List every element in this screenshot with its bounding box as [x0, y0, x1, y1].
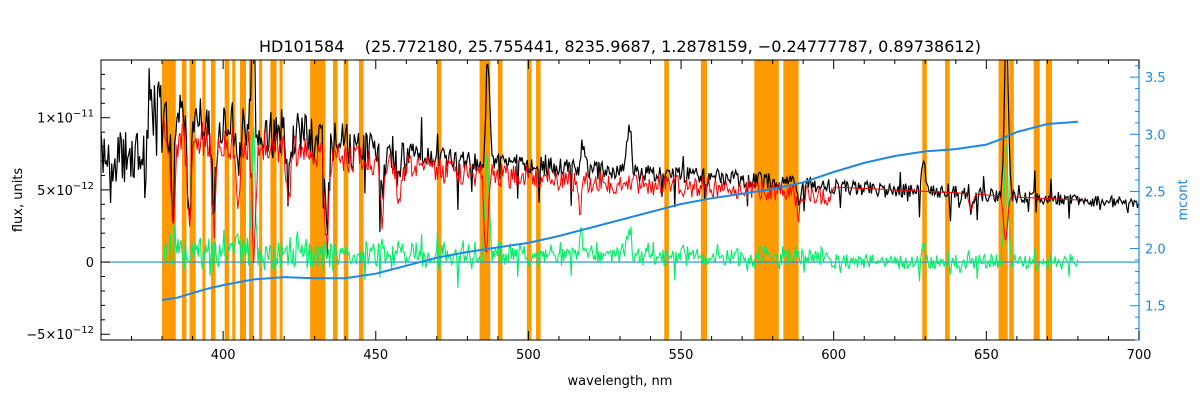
masked-region [202, 60, 206, 340]
masked-region [1045, 60, 1052, 340]
y2-axis-label: mcont [1176, 179, 1191, 220]
masked-region [239, 60, 247, 340]
masked-region [922, 60, 927, 340]
y-axis-left: −5×10−12 0 5×10−12 1×10−11 [26, 59, 110, 343]
y-axis-label: flux, units [11, 168, 26, 233]
x-tick-label: 650 [974, 348, 999, 363]
x-axis: 400 450 500 550 600 650 700 [100, 60, 1152, 363]
masked-region [181, 60, 187, 340]
masked-region [526, 60, 532, 340]
masked-region [664, 60, 669, 340]
masked-region [270, 60, 277, 340]
masked-region [333, 60, 338, 340]
chart-title: HD101584 (25.772180, 25.755441, 8235.968… [259, 37, 981, 56]
x-tick-label: 700 [1127, 348, 1152, 363]
masked-region [279, 60, 283, 340]
masked-region [232, 60, 236, 340]
masked-region [945, 60, 950, 340]
y-axis-right: 1.5 2.0 2.5 3.0 3.5 [1130, 65, 1166, 341]
observed-spectrum-line [101, 60, 1139, 236]
y2-tick-label: 2.0 [1145, 243, 1166, 258]
model-spectrum-series [162, 118, 1078, 264]
masked-region [436, 60, 442, 340]
x-tick-label: 600 [821, 348, 846, 363]
masked-region [162, 60, 176, 340]
continuum-line [161, 120, 1078, 301]
masked-region [343, 60, 349, 340]
masked-region [1009, 60, 1014, 340]
y-tick-label: 5×10−12 [37, 181, 94, 199]
masked-region [536, 60, 541, 340]
y-tick-label: 0 [86, 256, 94, 271]
masked-region [224, 60, 230, 340]
y2-tick-label: 3.5 [1145, 71, 1166, 86]
x-axis-label: wavelength, nm [568, 374, 673, 389]
y-tick-label: 1×10−11 [37, 109, 94, 127]
x-tick-label: 450 [363, 348, 388, 363]
x-tick-label: 550 [669, 348, 694, 363]
continuum-curve-series [161, 120, 1078, 301]
x-tick-label: 500 [516, 348, 541, 363]
masked-region [189, 60, 196, 340]
masked-region [259, 60, 263, 340]
masked-region [358, 60, 364, 340]
y2-tick-label: 2.5 [1145, 185, 1166, 200]
residual-line [162, 127, 1079, 288]
residual-series [162, 127, 1079, 288]
y2-tick-label: 1.5 [1145, 300, 1166, 315]
y2-tick-label: 3.0 [1145, 128, 1166, 143]
masked-region [310, 60, 326, 340]
y-tick-label: −5×10−12 [26, 325, 94, 343]
masked-region [783, 60, 799, 340]
masked-region [497, 60, 503, 340]
observed-spectrum-series [101, 60, 1139, 236]
masked-region [998, 60, 1008, 340]
model-spectrum-line [162, 118, 1078, 264]
x-tick-label: 400 [211, 348, 236, 363]
